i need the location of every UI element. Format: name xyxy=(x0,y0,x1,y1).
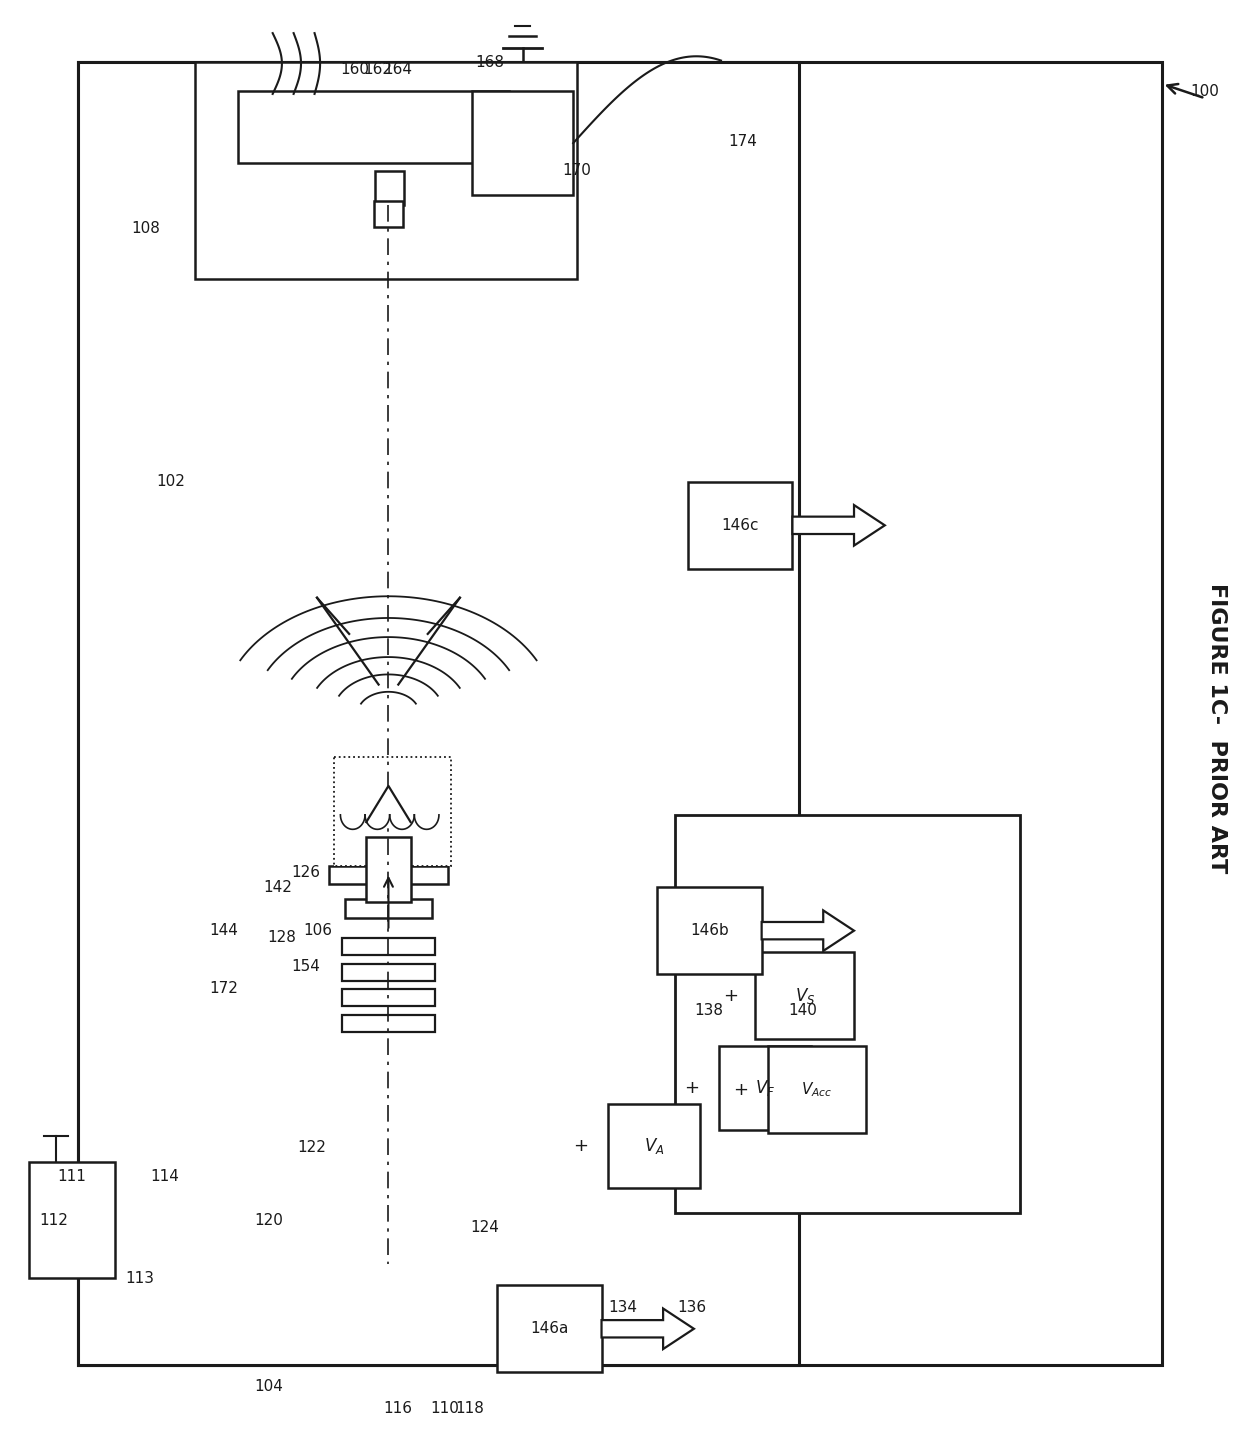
FancyBboxPatch shape xyxy=(755,952,854,1040)
FancyBboxPatch shape xyxy=(497,1286,601,1372)
Text: 120: 120 xyxy=(254,1213,284,1227)
Text: 108: 108 xyxy=(131,221,160,236)
Text: 114: 114 xyxy=(150,1169,179,1184)
FancyBboxPatch shape xyxy=(342,938,435,955)
FancyBboxPatch shape xyxy=(78,63,799,1364)
FancyBboxPatch shape xyxy=(688,482,792,569)
FancyBboxPatch shape xyxy=(608,1105,701,1188)
Text: +: + xyxy=(573,1137,588,1156)
Text: 110: 110 xyxy=(430,1401,460,1415)
FancyBboxPatch shape xyxy=(472,92,573,195)
Text: 134: 134 xyxy=(608,1300,637,1315)
Text: 104: 104 xyxy=(254,1379,284,1395)
FancyBboxPatch shape xyxy=(718,1047,811,1130)
FancyBboxPatch shape xyxy=(335,757,451,865)
Polygon shape xyxy=(792,505,885,546)
Text: 102: 102 xyxy=(156,475,185,489)
Text: $V_A$: $V_A$ xyxy=(644,1136,665,1156)
FancyBboxPatch shape xyxy=(373,201,403,227)
Text: 146a: 146a xyxy=(529,1321,568,1337)
Text: 146c: 146c xyxy=(722,518,759,533)
Text: $V_{Acc}$: $V_{Acc}$ xyxy=(801,1080,833,1099)
Text: 112: 112 xyxy=(38,1213,68,1227)
FancyBboxPatch shape xyxy=(366,837,410,901)
Text: 174: 174 xyxy=(729,134,758,149)
Polygon shape xyxy=(366,786,410,823)
FancyBboxPatch shape xyxy=(676,815,1021,1213)
FancyBboxPatch shape xyxy=(238,92,510,163)
Polygon shape xyxy=(601,1309,694,1350)
Text: FIGURE 1C-  PRIOR ART: FIGURE 1C- PRIOR ART xyxy=(1208,582,1228,874)
Text: 142: 142 xyxy=(263,879,293,895)
FancyBboxPatch shape xyxy=(330,865,448,884)
Text: +: + xyxy=(723,987,738,1005)
Text: 126: 126 xyxy=(291,865,320,881)
Polygon shape xyxy=(761,910,854,951)
Text: +: + xyxy=(733,1080,748,1099)
FancyBboxPatch shape xyxy=(342,1015,435,1032)
Text: 162: 162 xyxy=(363,61,392,77)
Text: 168: 168 xyxy=(475,54,503,70)
Text: 146b: 146b xyxy=(689,923,729,938)
Text: 144: 144 xyxy=(210,923,238,938)
FancyBboxPatch shape xyxy=(78,63,1162,1364)
FancyBboxPatch shape xyxy=(342,964,435,981)
Text: 172: 172 xyxy=(210,981,238,996)
Text: 100: 100 xyxy=(1190,83,1219,99)
Text: $V_F$: $V_F$ xyxy=(755,1079,775,1098)
Text: 116: 116 xyxy=(384,1401,413,1415)
FancyBboxPatch shape xyxy=(29,1162,115,1278)
Text: 111: 111 xyxy=(57,1169,87,1184)
Text: 154: 154 xyxy=(291,960,320,974)
Text: 118: 118 xyxy=(455,1401,484,1415)
Text: 170: 170 xyxy=(563,163,591,178)
Text: 140: 140 xyxy=(787,1003,817,1018)
Text: 136: 136 xyxy=(677,1300,706,1315)
FancyBboxPatch shape xyxy=(374,170,404,205)
Text: 106: 106 xyxy=(304,923,332,938)
Text: 160: 160 xyxy=(341,61,370,77)
Text: $V_S$: $V_S$ xyxy=(795,986,815,1006)
Text: 122: 122 xyxy=(298,1140,326,1155)
FancyBboxPatch shape xyxy=(345,898,432,917)
FancyBboxPatch shape xyxy=(657,887,761,974)
FancyBboxPatch shape xyxy=(768,1047,867,1133)
Text: 138: 138 xyxy=(694,1003,723,1018)
Text: 128: 128 xyxy=(267,930,295,945)
FancyBboxPatch shape xyxy=(342,989,435,1006)
Text: +: + xyxy=(684,1079,699,1098)
Text: 124: 124 xyxy=(470,1220,498,1235)
Text: 113: 113 xyxy=(125,1271,154,1286)
Text: 164: 164 xyxy=(384,61,413,77)
FancyBboxPatch shape xyxy=(195,63,577,280)
